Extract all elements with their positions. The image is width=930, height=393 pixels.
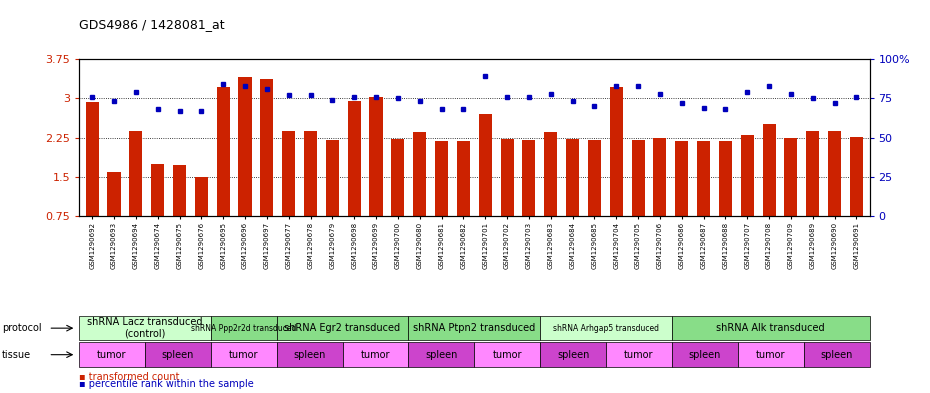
Bar [348, 101, 361, 216]
Bar [610, 87, 623, 216]
Bar [238, 77, 251, 216]
Text: shRNA Arhgap5 transduced: shRNA Arhgap5 transduced [553, 324, 659, 332]
Text: spleen: spleen [557, 350, 590, 360]
Bar [719, 141, 732, 216]
Text: tumor: tumor [493, 350, 522, 360]
Bar [369, 97, 382, 216]
Bar [654, 138, 667, 216]
Bar [763, 125, 776, 216]
Bar [86, 102, 99, 216]
Bar [784, 138, 798, 216]
Text: tissue: tissue [2, 350, 31, 360]
Bar [260, 79, 273, 216]
Bar [129, 131, 142, 216]
Bar [566, 139, 579, 216]
Text: spleen: spleen [294, 350, 326, 360]
Text: shRNA Ppp2r2d transduced: shRNA Ppp2r2d transduced [191, 324, 297, 332]
Bar [282, 131, 295, 216]
Text: tumor: tumor [361, 350, 391, 360]
Bar [544, 132, 557, 216]
Bar [326, 140, 339, 216]
Text: tumor: tumor [98, 350, 126, 360]
Bar [828, 131, 841, 216]
Bar [435, 141, 448, 216]
Text: shRNA Alk transduced: shRNA Alk transduced [716, 323, 825, 333]
Text: tumor: tumor [624, 350, 654, 360]
Bar [740, 135, 754, 216]
Text: GDS4986 / 1428081_at: GDS4986 / 1428081_at [79, 18, 225, 31]
Text: shRNA Egr2 transduced: shRNA Egr2 transduced [285, 323, 401, 333]
Text: shRNA Lacz transduced
(control): shRNA Lacz transduced (control) [87, 318, 203, 339]
Bar [675, 141, 688, 216]
Bar [151, 164, 165, 216]
Bar [479, 114, 492, 216]
Bar [194, 177, 208, 216]
Bar [500, 139, 513, 216]
Bar [457, 141, 470, 216]
Bar [698, 141, 711, 216]
Text: spleen: spleen [162, 350, 194, 360]
Bar [588, 140, 601, 216]
Text: tumor: tumor [756, 350, 786, 360]
Bar [304, 131, 317, 216]
Bar [413, 132, 426, 216]
Text: ▪ transformed count: ▪ transformed count [79, 372, 179, 382]
Text: spleen: spleen [820, 350, 853, 360]
Bar [392, 139, 405, 216]
Bar [631, 140, 644, 216]
Bar [523, 140, 536, 216]
Text: spleen: spleen [425, 350, 458, 360]
Text: spleen: spleen [689, 350, 721, 360]
Bar [850, 136, 863, 216]
Bar [108, 172, 121, 216]
Text: shRNA Ptpn2 transduced: shRNA Ptpn2 transduced [413, 323, 536, 333]
Bar [806, 131, 819, 216]
Text: protocol: protocol [2, 323, 42, 333]
Bar [173, 165, 186, 216]
Text: ▪ percentile rank within the sample: ▪ percentile rank within the sample [79, 379, 254, 389]
Bar [217, 87, 230, 216]
Text: tumor: tumor [229, 350, 259, 360]
